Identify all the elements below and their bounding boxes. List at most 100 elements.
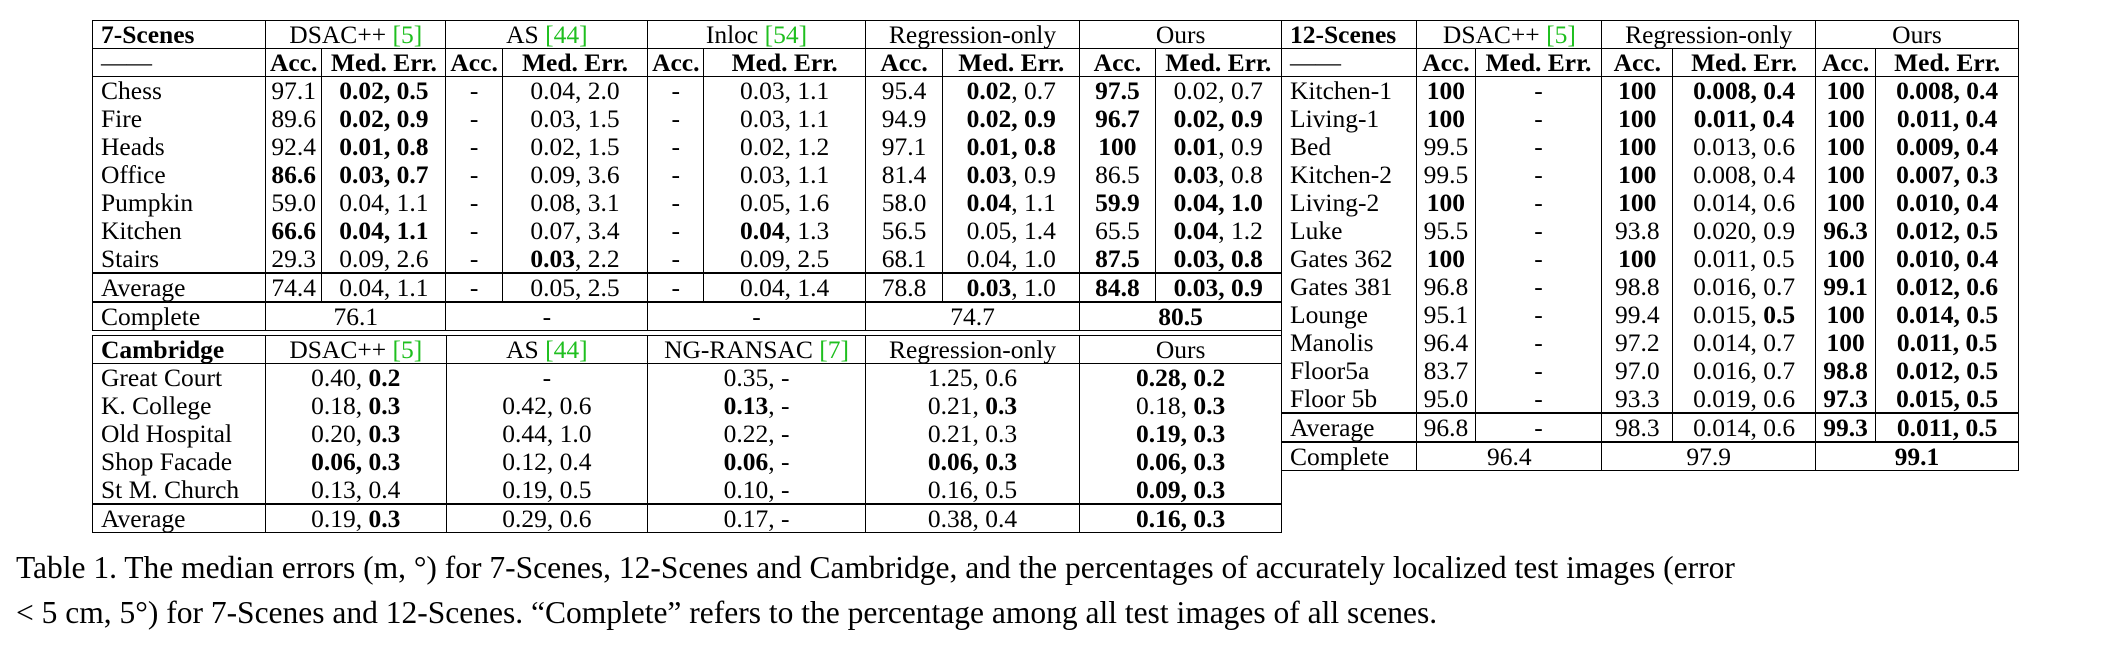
complete-value: 97.9 bbox=[1601, 440, 1816, 471]
error-cell: 0.05, 1.6 bbox=[703, 188, 866, 217]
method-header: Regression-only bbox=[864, 335, 1081, 364]
accuracy-cell: 97.3 bbox=[1814, 384, 1877, 413]
error-cell: 0.016, 0.7 bbox=[1672, 356, 1816, 385]
accuracy-cell: - bbox=[647, 188, 705, 217]
complete-row: Complete 96.4 97.9 99.1 bbox=[1280, 440, 2020, 471]
error-cell: 0.02, 0.7 bbox=[1154, 76, 1283, 105]
error-cell: 0.03, 0.8 bbox=[1154, 160, 1283, 189]
scene-name: Old Hospital bbox=[91, 419, 267, 448]
accuracy-cell: 92.4 bbox=[265, 132, 323, 161]
table-row: Kitchen-2 99.5-100 0.008, 0.4 100 0.007, 0.3 bbox=[1280, 160, 2019, 189]
error-cell: 0.04, 1.1 bbox=[321, 216, 447, 245]
scene-name: Stairs bbox=[91, 244, 267, 273]
error-cell: - bbox=[1474, 384, 1603, 413]
error-cell: 0.04, 1.0 bbox=[1154, 188, 1283, 217]
table-row: Lounge 95.1-99.4 0.015, 0.5 100 0.014, 0.5 bbox=[1280, 300, 2019, 329]
error-cell: - bbox=[445, 363, 649, 392]
accuracy-cell: 89.6 bbox=[265, 104, 323, 133]
accuracy-cell: - bbox=[445, 188, 503, 217]
acc-header: Acc. bbox=[1814, 48, 1877, 77]
scene-name: Lounge bbox=[1280, 300, 1418, 329]
accuracy-cell: 96.8 bbox=[1416, 272, 1476, 301]
acc-header: Acc. bbox=[1601, 48, 1674, 77]
accuracy-cell: 100 bbox=[1416, 76, 1476, 105]
accuracy-cell: 97.1 bbox=[265, 76, 323, 105]
accuracy-cell: 81.4 bbox=[864, 160, 944, 189]
error-cell: 0.008, 0.4 bbox=[1672, 160, 1816, 189]
error-cell: 0.09, 0.3 bbox=[1079, 475, 1282, 504]
acc-header: Acc. bbox=[864, 48, 944, 77]
error-cell: - bbox=[1474, 188, 1603, 217]
error-cell: 0.014, 0.6 bbox=[1672, 411, 1816, 442]
error-cell: 0.010, 0.4 bbox=[1875, 188, 2019, 217]
accuracy-cell: 100 bbox=[1814, 188, 1877, 217]
error-cell: 0.02, 0.7 bbox=[942, 76, 1081, 105]
error-cell: - bbox=[1474, 160, 1603, 189]
table-row: Shop Facade 0.06, 0.3 0.12, 0.4 0.06, -0.06… bbox=[91, 447, 1282, 476]
accuracy-cell: 99.5 bbox=[1416, 132, 1476, 161]
table-row: Living-2 100-100 0.014, 0.6 100 0.010, 0.4 bbox=[1280, 188, 2019, 217]
dash-cell: —— bbox=[91, 48, 267, 77]
error-cell: 0.008, 0.4 bbox=[1875, 76, 2019, 105]
scene-name: Gates 381 bbox=[1280, 272, 1418, 301]
error-cell: 0.010, 0.4 bbox=[1875, 244, 2019, 273]
error-cell: - bbox=[1474, 216, 1603, 245]
error-cell: - bbox=[1474, 244, 1603, 273]
table-row: Gates 381 96.8-98.8 0.016, 0.7 99.1 0.012, 0… bbox=[1280, 272, 2019, 301]
accuracy-cell: 100 bbox=[1601, 160, 1674, 189]
scene-name: Fire bbox=[91, 104, 267, 133]
error-cell: 0.03, 1.0 bbox=[942, 271, 1081, 302]
header-row-methods: 7-Scenes DSAC++ [5] AS [44] Inloc [54] R… bbox=[91, 20, 1282, 49]
accuracy-cell: 100 bbox=[1601, 104, 1674, 133]
table-row: Old Hospital 0.20, 0.3 0.44, 1.0 0.22, -0.2… bbox=[91, 419, 1282, 448]
accuracy-cell: 99.4 bbox=[1601, 300, 1674, 329]
complete-value: - bbox=[647, 300, 866, 331]
error-cell: 0.22, - bbox=[647, 419, 866, 448]
accuracy-cell: - bbox=[647, 160, 705, 189]
error-cell: 1.25, 0.6 bbox=[864, 363, 1081, 392]
accuracy-cell: 58.0 bbox=[864, 188, 944, 217]
error-cell: 0.19, 0.3 bbox=[265, 502, 447, 533]
acc-header: Acc. bbox=[1079, 48, 1156, 77]
table-title: Cambridge bbox=[91, 335, 267, 364]
accuracy-cell: 97.0 bbox=[1601, 356, 1674, 385]
err-header: Med. Err. bbox=[942, 48, 1081, 77]
accuracy-cell: 74.4 bbox=[265, 271, 323, 302]
table-row: Stairs 29.3 0.09, 2.6-0.03, 2.2-0.09, 2.5 6… bbox=[91, 244, 1283, 273]
error-cell: 0.09, 3.6 bbox=[501, 160, 649, 189]
accuracy-cell: 84.8 bbox=[1079, 271, 1156, 302]
error-cell: 0.06, 0.3 bbox=[864, 447, 1081, 476]
accuracy-cell: 95.1 bbox=[1416, 300, 1476, 329]
err-header: Med. Err. bbox=[1474, 48, 1603, 77]
error-cell: 0.19, 0.5 bbox=[445, 475, 649, 504]
error-cell: 0.02, 0.9 bbox=[1154, 104, 1283, 133]
scene-name: Manolis bbox=[1280, 328, 1418, 357]
accuracy-cell: 83.7 bbox=[1416, 356, 1476, 385]
accuracy-cell: 100 bbox=[1601, 76, 1674, 105]
error-cell: 0.44, 1.0 bbox=[445, 419, 649, 448]
method-header: NG-RANSAC [7] bbox=[647, 335, 866, 364]
table-row: Manolis 96.4-97.2 0.014, 0.7 100 0.011, 0.5 bbox=[1280, 328, 2019, 357]
error-cell: 0.12, 0.4 bbox=[445, 447, 649, 476]
error-cell: 0.09, 2.5 bbox=[703, 244, 866, 273]
error-cell: 0.06, 0.3 bbox=[1079, 447, 1282, 476]
accuracy-cell: - bbox=[445, 76, 503, 105]
accuracy-cell: - bbox=[647, 216, 705, 245]
error-cell: 0.02, 0.5 bbox=[321, 76, 447, 105]
error-cell: 0.02, 0.9 bbox=[942, 104, 1081, 133]
error-cell: 0.019, 0.6 bbox=[1672, 384, 1816, 413]
error-cell: - bbox=[1474, 76, 1603, 105]
acc-header: Acc. bbox=[1416, 48, 1476, 77]
accuracy-cell: 96.4 bbox=[1416, 328, 1476, 357]
average-row: Average 74.4 0.04, 1.1-0.05, 2.5-0.04, 1.4… bbox=[91, 271, 1283, 302]
error-cell: 0.03, 1.1 bbox=[703, 160, 866, 189]
accuracy-cell: 99.1 bbox=[1814, 272, 1877, 301]
complete-value: 76.1 bbox=[265, 300, 447, 331]
acc-header: Acc. bbox=[445, 48, 503, 77]
error-cell: 0.04, 1.0 bbox=[942, 244, 1081, 273]
error-cell: 0.29, 0.6 bbox=[445, 502, 649, 533]
table-row: K. College 0.18, 0.3 0.42, 0.6 0.13, -0.21,… bbox=[91, 391, 1282, 420]
accuracy-cell: 100 bbox=[1814, 300, 1877, 329]
table-row: Chess 97.1 0.02, 0.5-0.04, 2.0-0.03, 1.1 95… bbox=[91, 76, 1283, 105]
error-cell: - bbox=[1474, 356, 1603, 385]
